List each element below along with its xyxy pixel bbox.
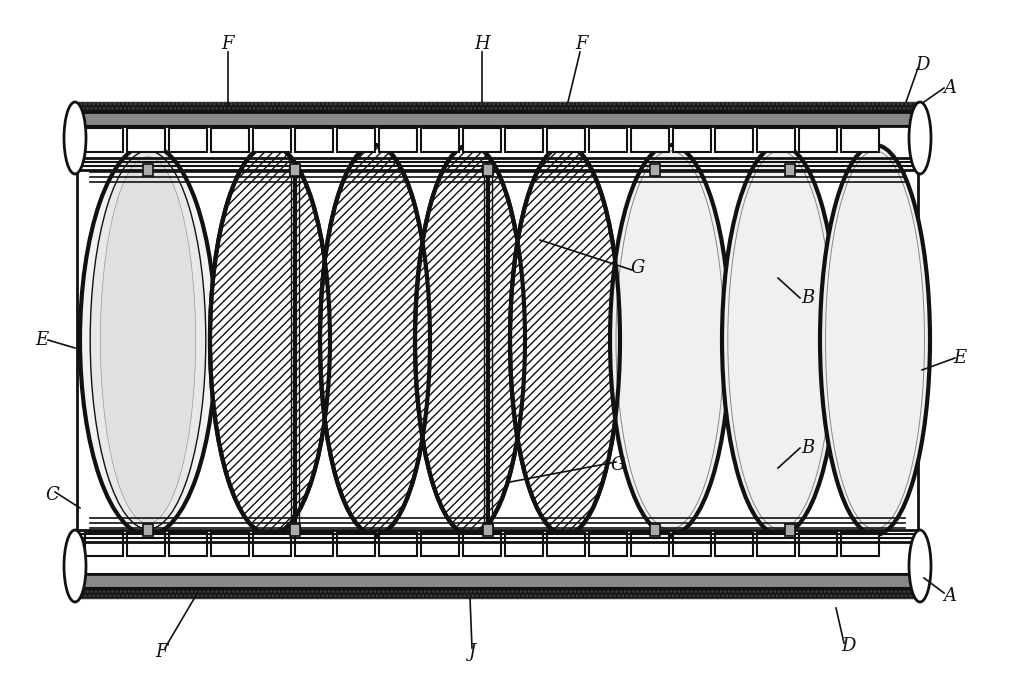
Ellipse shape (320, 145, 430, 535)
Bar (290, 526, 300, 534)
Bar (127, 128, 165, 152)
Bar (337, 128, 375, 152)
Text: F: F (576, 35, 588, 53)
Bar (379, 128, 417, 152)
Text: G: G (611, 456, 625, 474)
Text: D: D (914, 56, 930, 74)
Ellipse shape (909, 530, 931, 602)
Text: A: A (944, 587, 956, 605)
Bar (143, 164, 153, 176)
Ellipse shape (722, 145, 838, 535)
Bar (75, 102, 920, 112)
Bar (757, 532, 795, 556)
Bar (650, 164, 660, 176)
Bar (75, 588, 920, 598)
Bar (211, 128, 249, 152)
Bar (785, 164, 795, 176)
Bar (290, 164, 300, 176)
Bar (75, 112, 920, 126)
Bar (463, 532, 501, 556)
Bar (650, 524, 660, 536)
Ellipse shape (909, 102, 931, 174)
Text: E: E (36, 331, 49, 349)
Ellipse shape (415, 145, 525, 535)
Bar (211, 532, 249, 556)
Bar (337, 532, 375, 556)
Bar (799, 128, 837, 152)
Bar (841, 128, 879, 152)
Bar (715, 128, 753, 152)
Ellipse shape (510, 145, 620, 535)
Bar (631, 128, 669, 152)
Bar (505, 532, 543, 556)
Bar (169, 532, 207, 556)
Text: H: H (474, 35, 490, 53)
Bar (290, 166, 300, 174)
Bar (75, 588, 920, 598)
Text: D: D (841, 637, 855, 655)
Bar (295, 532, 333, 556)
Bar (483, 164, 493, 176)
Bar (421, 128, 459, 152)
Bar (85, 128, 123, 152)
Ellipse shape (210, 145, 330, 535)
Bar (295, 128, 333, 152)
Text: G: G (631, 259, 645, 277)
Text: F: F (221, 35, 235, 53)
Bar (75, 102, 920, 112)
Bar (253, 532, 291, 556)
Bar (379, 532, 417, 556)
Bar (757, 128, 795, 152)
Ellipse shape (64, 102, 86, 174)
Bar (785, 524, 795, 536)
Bar (483, 526, 493, 534)
Bar (589, 532, 627, 556)
Bar (589, 128, 627, 152)
Ellipse shape (64, 530, 86, 602)
Ellipse shape (90, 151, 206, 529)
Bar (483, 166, 493, 174)
Bar (463, 128, 501, 152)
Text: E: E (953, 349, 966, 367)
Text: A: A (944, 79, 956, 97)
Bar (290, 524, 300, 536)
Bar (505, 128, 543, 152)
Bar (715, 532, 753, 556)
Text: B: B (802, 289, 815, 307)
Bar (547, 532, 585, 556)
Bar (169, 128, 207, 152)
Bar (75, 574, 920, 588)
Ellipse shape (80, 145, 216, 535)
Text: C: C (45, 486, 59, 504)
Bar (673, 128, 711, 152)
Text: J: J (468, 643, 475, 661)
Bar (673, 532, 711, 556)
Bar (421, 532, 459, 556)
Text: F: F (155, 643, 169, 661)
Ellipse shape (610, 145, 731, 535)
Bar (631, 532, 669, 556)
Bar (841, 532, 879, 556)
Bar (547, 128, 585, 152)
Ellipse shape (820, 145, 930, 535)
Ellipse shape (101, 157, 196, 523)
Bar (799, 532, 837, 556)
Bar (253, 128, 291, 152)
Bar (127, 532, 165, 556)
Bar (483, 524, 493, 536)
Text: B: B (802, 439, 815, 457)
Bar (85, 532, 123, 556)
Bar (143, 524, 153, 536)
